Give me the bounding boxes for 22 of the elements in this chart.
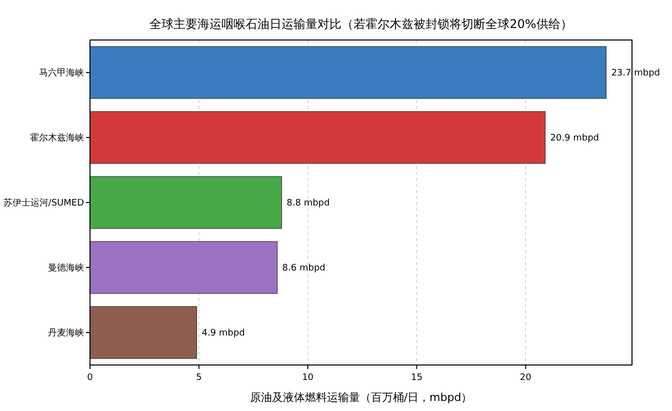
x-axis-title: 原油及液体燃料运输量（百万桶/日，mbpd） bbox=[250, 391, 472, 404]
y-tick-label: 马六甲海峡 bbox=[39, 68, 84, 79]
data-label: 8.6 mbpd bbox=[282, 264, 326, 274]
y-tick-label: 霍尔木兹海峡 bbox=[30, 132, 84, 144]
data-label: 20.9 mbpd bbox=[550, 134, 600, 144]
x-tick-label: 0 bbox=[87, 373, 94, 383]
y-tick-label: 苏伊士运河/SUMED bbox=[3, 198, 84, 209]
bar bbox=[90, 241, 278, 294]
data-label: 4.9 mbpd bbox=[202, 328, 245, 339]
data-label: 8.8 mbpd bbox=[286, 198, 330, 209]
bar bbox=[90, 306, 198, 359]
x-tick-label: 10 bbox=[302, 373, 314, 383]
bar bbox=[90, 111, 546, 164]
x-tick-label: 15 bbox=[410, 373, 422, 383]
bar bbox=[90, 46, 606, 99]
y-tick-label: 曼德海峡 bbox=[48, 262, 84, 274]
y-tick-label: 丹麦海峡 bbox=[48, 328, 84, 339]
data-label: 23.7 mbpd bbox=[611, 68, 660, 79]
x-tick-label: 20 bbox=[520, 373, 532, 383]
bar bbox=[90, 176, 282, 229]
x-tick-label: 5 bbox=[196, 373, 202, 383]
chart-title: 全球主要海运咽喉石油日运输量对比（若霍尔木兹被封锁将切断全球20%供给） bbox=[150, 17, 572, 31]
